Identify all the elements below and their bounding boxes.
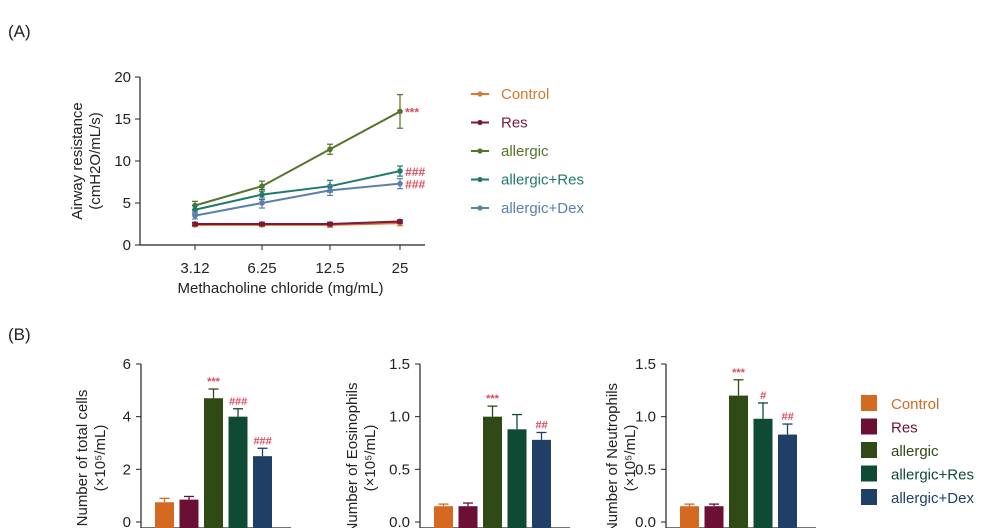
y-tick-label: 20 [114,69,131,86]
y-tick-label: 6 [123,356,131,373]
significance-annotation: *** [207,376,221,388]
legend-label: allergic+Res [501,172,584,189]
data-point [192,206,198,213]
bar-chart-3: 0.0 0.5 1.0 1.5 Number of Neutrophils(×10⁵/m… [604,356,816,528]
legend-swatch-Control [861,395,877,411]
x-tick-label: 25 [392,260,409,277]
significance-annotation: ### [405,178,425,192]
series-line-allergic [194,110,401,207]
significance-annotation: ## [535,419,548,431]
y-tick-label: 10 [114,153,131,170]
data-point [192,221,198,227]
bar-chart-1: 0 2 4 6 Number of total cells(×10⁵/mL) *** ###… [74,356,291,528]
bar-Control [155,502,174,528]
significance-annotation: *** [486,393,500,405]
y-tick-label: 0.0 [635,514,656,528]
bar-Control [434,506,453,528]
legend-swatch-allergic [861,442,877,458]
significance-annotation: *** [405,105,419,119]
legend-swatch-dot [477,91,483,97]
data-point [397,180,403,187]
legend-swatch-dot [477,119,483,126]
y-tick-label: 0 [123,237,131,254]
y-axis-title: Number of Neutrophils(×10⁵/mL) [604,383,639,528]
data-point [192,212,198,219]
legend-label: allergic+Res [891,467,974,484]
y-tick-label: 4 [123,409,131,426]
y-tick-label: 5 [123,195,131,212]
bar-allergic+Res [228,416,248,528]
bar-Control [680,506,699,528]
series-line-allergic+Dex [194,182,401,217]
y-tick-label: 1.0 [389,409,410,426]
panel-a-label: (A) [8,22,31,41]
legend-label: allergic [501,143,549,160]
data-point [327,187,333,194]
y-axis-title: Airway resistance(cmH2O/mL/s) [69,102,104,220]
y-tick-label: 0.0 [389,514,410,528]
significance-annotation: ### [229,396,248,408]
x-tick-label: 12.5 [315,260,344,277]
x-tick-label: 3.12 [180,260,209,277]
y-tick-label: 0.5 [389,461,410,478]
bar-allergic+Dex [532,439,551,528]
bar-allergic+Dex [253,456,272,528]
legend-swatch-allergic+Dex [861,489,877,505]
x-tick-label: 6.25 [247,260,276,277]
data-point [327,221,333,227]
y-tick-label: 15 [114,111,131,128]
bar-Res [179,499,199,528]
panel-b-label: (B) [8,325,31,344]
y-tick-label: 0 [123,514,131,528]
bar-legend: Control Res allergic allergic+Res allergic+D… [861,395,974,507]
legend-swatch-dot [477,176,483,183]
data-point [397,108,403,115]
bar-allergic [729,395,748,528]
legend-swatch-dot [477,205,483,211]
y-tick-label: 1.5 [389,356,410,373]
legend-label: Control [501,86,549,103]
significance-annotation: ## [781,411,794,423]
line-chart-airway-resistance: 0 5 10 15 20 3.12 6.25 12.5 25 Methacholine chlor… [69,69,584,297]
legend-label: Res [891,420,918,437]
y-tick-label: 2 [123,461,131,478]
data-point [397,218,403,225]
data-point [397,168,403,174]
significance-annotation: *** [732,367,746,379]
data-point [259,200,265,206]
data-point [259,221,265,227]
legend-label: allergic+Dex [891,490,974,507]
bar-allergic [204,398,223,528]
data-point [259,183,265,189]
bar-allergic+Res [753,418,773,528]
significance-annotation: ### [253,435,272,447]
legend-label: Control [891,396,939,413]
legend-label: allergic+Dex [501,200,584,217]
bar-allergic [483,416,502,528]
bar-allergic+Res [507,429,527,528]
y-tick-label: 1.5 [635,356,656,373]
bar-Res [458,506,478,528]
data-point [259,191,265,198]
y-tick-label: 1.0 [635,409,656,426]
bar-chart-2: 0.0 0.5 1.0 1.5 Number of Eosinophils(×10⁵/m… [344,356,570,528]
bar-Res [704,506,724,528]
x-axis-title: Methacholine chloride (mg/mL) [178,280,384,297]
legend-swatch-dot [477,148,483,154]
y-axis-title: Number of Eosinophils(×10⁵/mL) [344,383,379,528]
legend-swatch-Res [861,418,877,435]
series-line-allergic+Res [194,170,401,211]
significance-annotation: # [760,390,767,402]
bar-allergic+Dex [778,434,797,528]
y-axis-title: Number of total cells(×10⁵/mL) [74,390,109,527]
legend-swatch-allergic+Res [861,465,877,482]
data-point [327,146,333,153]
legend-label: Res [501,115,528,132]
series-line-Res [195,220,401,225]
legend-label: allergic [891,443,939,460]
significance-annotation: ### [405,165,425,179]
y-tick-label: 0.5 [635,461,656,478]
